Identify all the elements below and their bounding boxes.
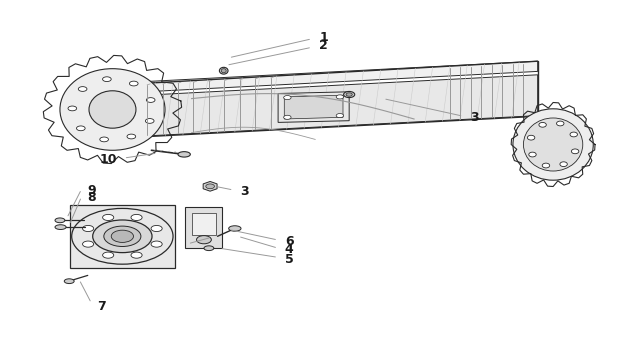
Polygon shape: [203, 182, 217, 191]
Ellipse shape: [204, 246, 214, 251]
Ellipse shape: [344, 91, 355, 98]
Ellipse shape: [336, 95, 344, 99]
Ellipse shape: [127, 134, 136, 139]
Ellipse shape: [131, 215, 142, 221]
Ellipse shape: [129, 81, 138, 86]
Ellipse shape: [99, 137, 108, 142]
Ellipse shape: [570, 132, 577, 137]
Ellipse shape: [572, 149, 579, 154]
Ellipse shape: [178, 152, 190, 157]
Polygon shape: [145, 61, 538, 92]
Text: 7: 7: [98, 300, 106, 313]
Ellipse shape: [336, 114, 344, 118]
Ellipse shape: [206, 184, 214, 189]
Polygon shape: [70, 204, 175, 268]
Ellipse shape: [55, 225, 66, 230]
Ellipse shape: [229, 226, 241, 231]
Polygon shape: [185, 207, 222, 248]
Ellipse shape: [539, 122, 546, 127]
Ellipse shape: [89, 91, 136, 128]
Ellipse shape: [103, 77, 111, 82]
Ellipse shape: [68, 106, 77, 111]
Ellipse shape: [72, 208, 173, 264]
Polygon shape: [145, 75, 538, 136]
Ellipse shape: [560, 162, 567, 167]
Ellipse shape: [542, 163, 549, 168]
Ellipse shape: [83, 225, 94, 232]
Ellipse shape: [55, 218, 65, 223]
Text: 10: 10: [99, 153, 117, 166]
Ellipse shape: [151, 241, 162, 247]
Ellipse shape: [131, 252, 142, 258]
Text: 3: 3: [240, 185, 248, 198]
Ellipse shape: [103, 252, 114, 258]
Ellipse shape: [284, 96, 291, 100]
Text: 4: 4: [285, 243, 294, 256]
Ellipse shape: [529, 152, 536, 157]
Text: 3: 3: [470, 111, 479, 124]
Polygon shape: [278, 92, 349, 122]
Ellipse shape: [151, 225, 162, 232]
Text: 6: 6: [285, 235, 294, 248]
Ellipse shape: [527, 135, 535, 140]
Text: 1: 1: [320, 31, 328, 44]
Polygon shape: [192, 212, 216, 235]
Ellipse shape: [145, 119, 154, 123]
Ellipse shape: [221, 69, 226, 73]
Ellipse shape: [64, 279, 74, 284]
Ellipse shape: [78, 87, 87, 91]
Text: 5: 5: [285, 253, 294, 266]
Ellipse shape: [111, 230, 133, 242]
Ellipse shape: [513, 109, 593, 180]
Ellipse shape: [346, 93, 352, 96]
Ellipse shape: [60, 69, 165, 150]
Ellipse shape: [219, 67, 228, 74]
Text: 9: 9: [87, 184, 96, 197]
Ellipse shape: [83, 241, 94, 247]
Ellipse shape: [104, 226, 141, 246]
Text: 2: 2: [320, 39, 328, 52]
Ellipse shape: [197, 236, 211, 244]
Ellipse shape: [557, 121, 564, 126]
Ellipse shape: [523, 118, 583, 171]
Text: 8: 8: [87, 191, 96, 204]
Ellipse shape: [77, 126, 85, 131]
Polygon shape: [284, 95, 343, 119]
Ellipse shape: [93, 220, 152, 253]
Ellipse shape: [146, 98, 155, 102]
Ellipse shape: [284, 115, 291, 119]
Ellipse shape: [103, 215, 114, 221]
